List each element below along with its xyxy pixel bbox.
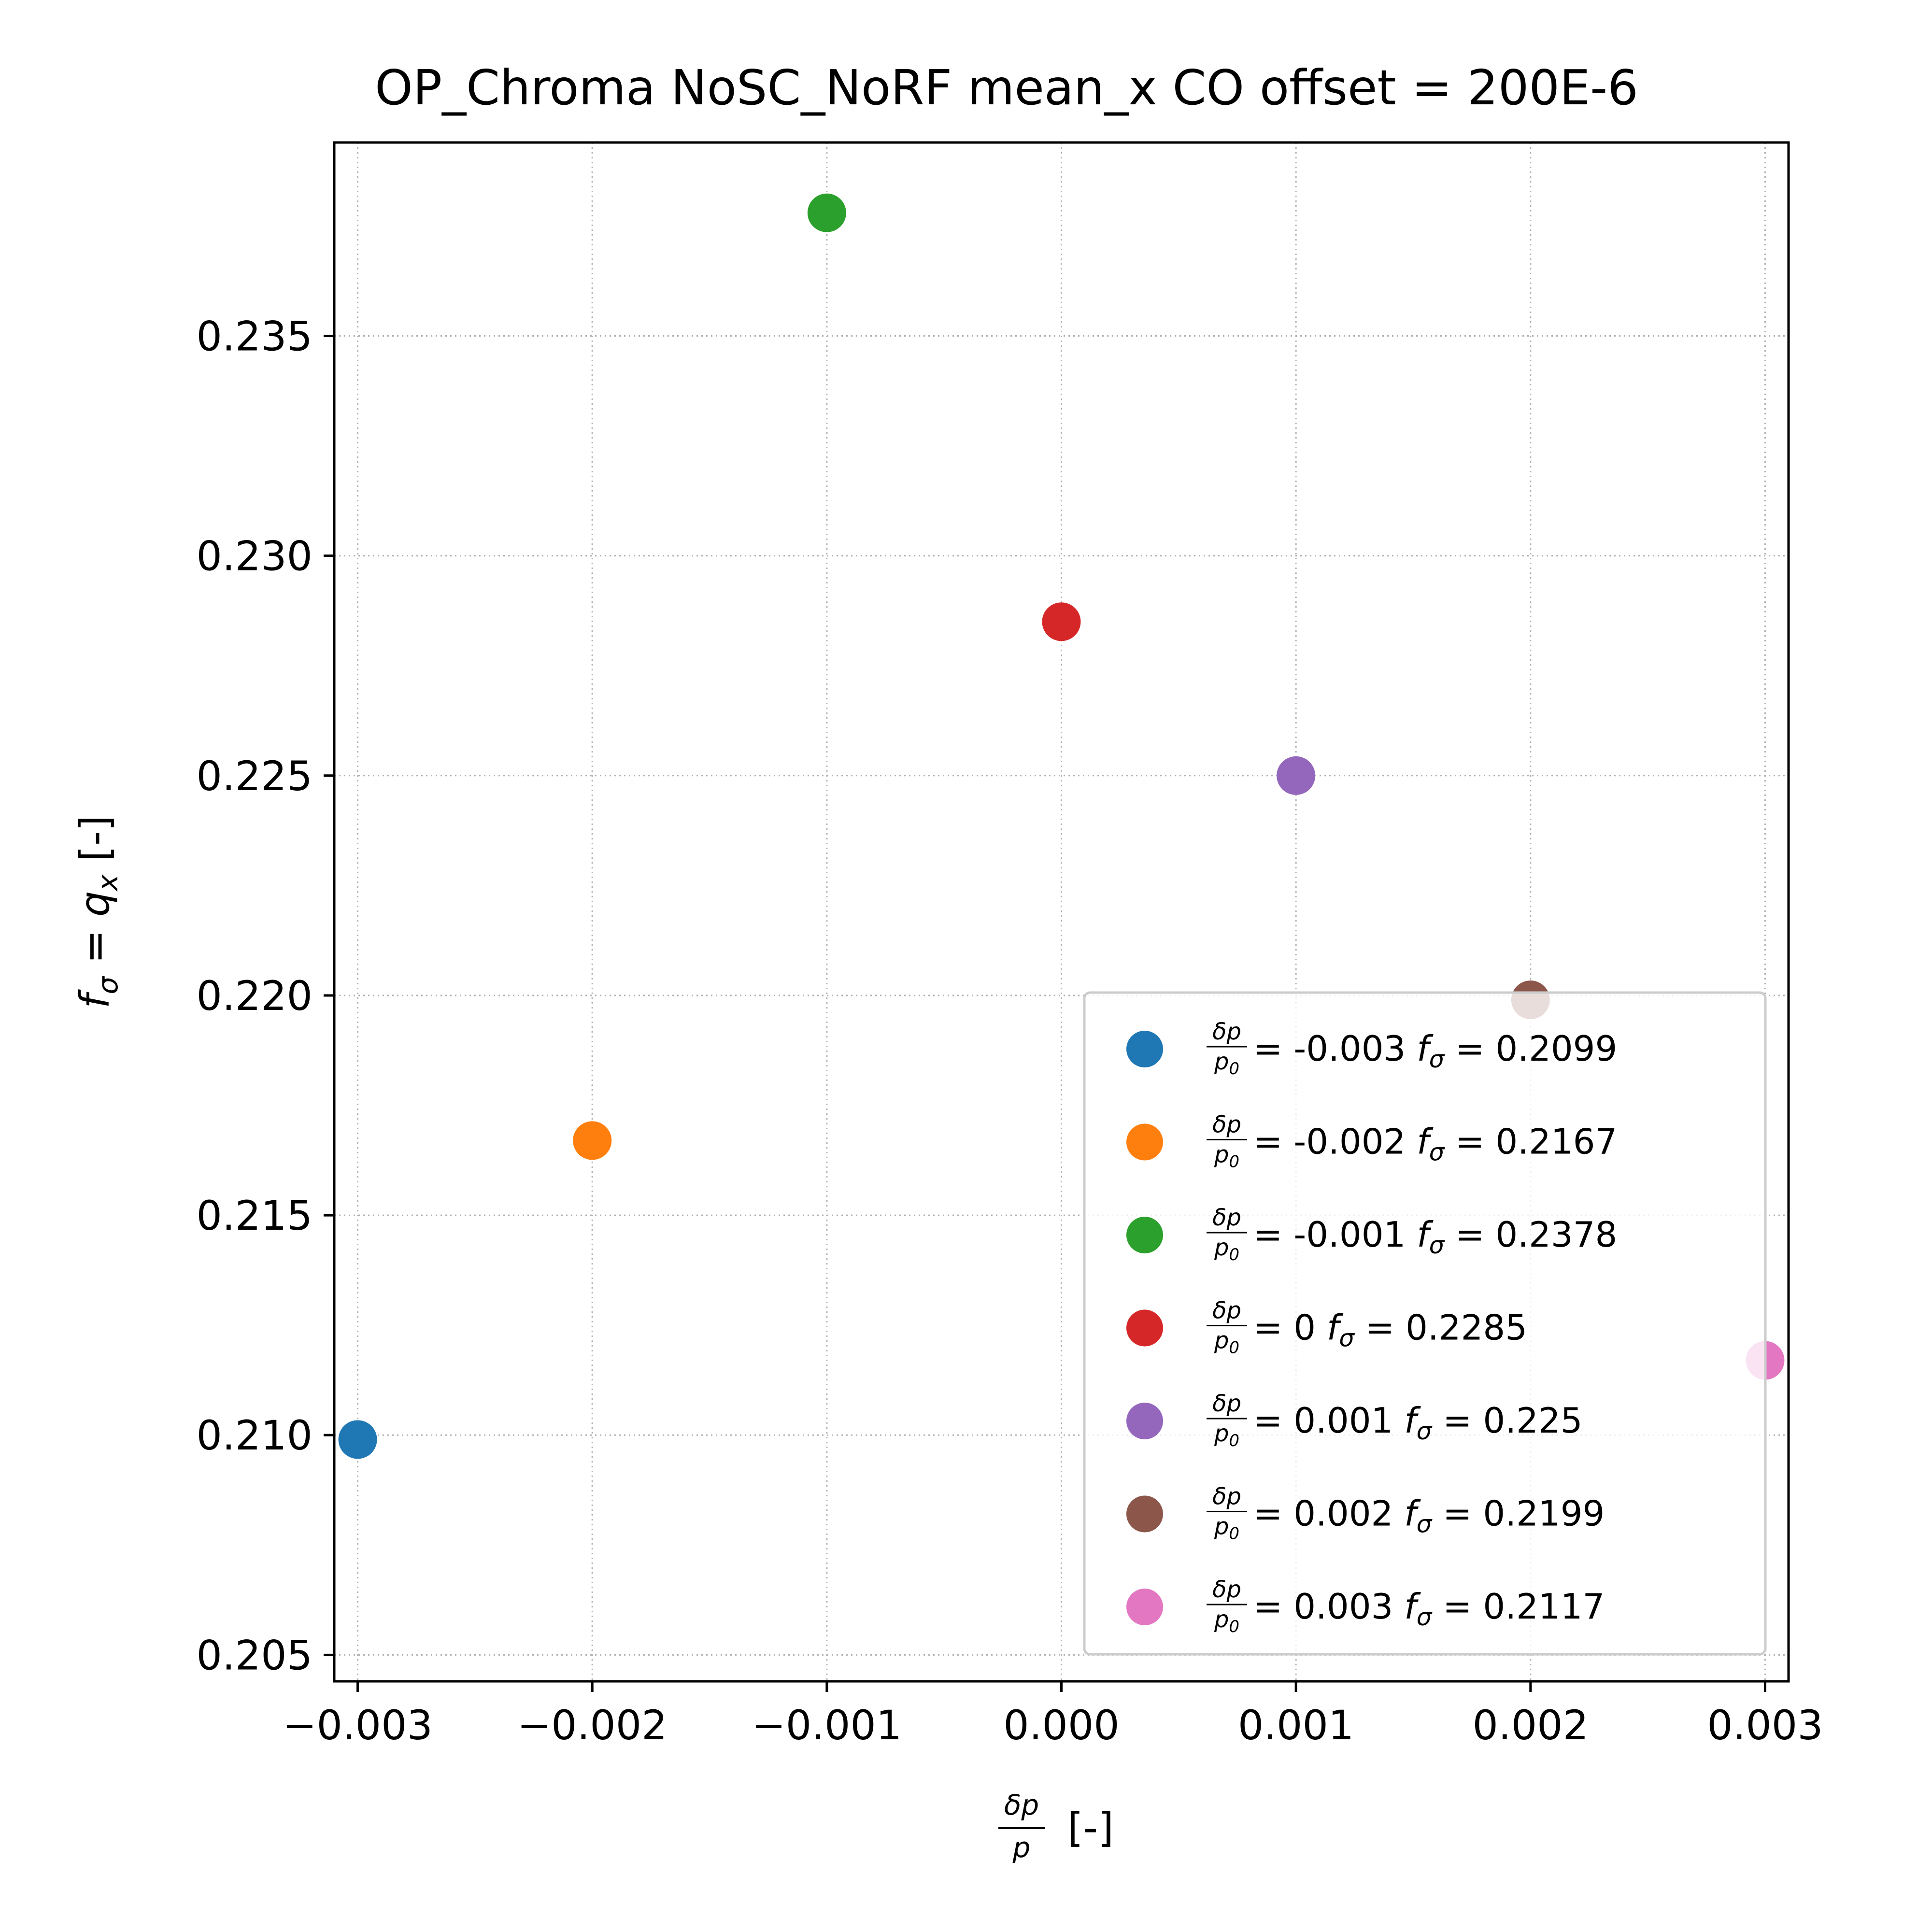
legend-label: = -0.003 fσ = 0.2099: [1253, 1028, 1617, 1073]
y-label-text: fσ = qx [-]: [71, 815, 124, 1009]
grid-layer: [334, 142, 1789, 1681]
x-tick-label: 0.003: [1707, 1702, 1823, 1749]
legend-label: = 0.003 fσ = 0.2117: [1253, 1586, 1605, 1631]
legend-item: δp p0 = 0.002 fσ = 0.2199: [1126, 1483, 1605, 1544]
legend-frac-denominator: p0: [1214, 1420, 1239, 1450]
y-axis-label: fσ = qx [-]: [71, 815, 124, 1009]
legend-item: δp p0 = -0.001 fσ = 0.2378: [1126, 1204, 1617, 1264]
scatter-point: [573, 1121, 612, 1160]
legend-marker: [1126, 1309, 1163, 1347]
legend-frac-numerator: δp: [1212, 1204, 1241, 1231]
legend-box: [1083, 991, 1767, 1656]
x-tick-label: −0.001: [752, 1702, 902, 1749]
y-tick-label: 0.205: [197, 1632, 313, 1679]
legend-frac-denominator: p0: [1214, 1234, 1239, 1264]
legend-marker: [1126, 1589, 1163, 1625]
legend-item: δp p0 = 0 fσ = 0.2285: [1126, 1297, 1527, 1358]
y-tick-label: 0.210: [197, 1412, 313, 1459]
scatter-point: [807, 193, 846, 232]
y-tick-label: 0.215: [197, 1192, 313, 1239]
legend-frac-numerator: δp: [1212, 1297, 1241, 1324]
legend-marker: [1126, 1123, 1163, 1161]
y-tick-label: 0.225: [197, 753, 313, 800]
legend: δp p0 = -0.003 fσ = 0.2099 δp p0 = -0.002 fσ …: [1083, 991, 1767, 1656]
legend-frac-denominator: p0: [1214, 1141, 1239, 1172]
x-tick-label: −0.003: [283, 1702, 433, 1749]
legend-marker: [1126, 1403, 1163, 1439]
scatter-point: [1042, 602, 1081, 641]
legend-label: = 0.002 fσ = 0.2199: [1253, 1493, 1605, 1538]
legend-item: δp p0 = -0.002 fσ = 0.2167: [1126, 1111, 1617, 1172]
x-label-numerator: δp: [1004, 1789, 1039, 1821]
x-label-denominator: p: [1012, 1831, 1031, 1864]
y-tick-label: 0.230: [197, 533, 313, 580]
legend-frac-denominator: p0: [1214, 1048, 1239, 1079]
legend-marker: [1126, 1495, 1163, 1533]
legend-marker: [1126, 1217, 1163, 1253]
y-tick-label: 0.235: [197, 313, 313, 360]
legend-frac-numerator: δp: [1212, 1576, 1241, 1603]
legend-item: δp p0 = -0.003 fσ = 0.2099: [1126, 1018, 1617, 1079]
legend-frac-numerator: δp: [1212, 1483, 1241, 1510]
legend-marker: [1126, 1031, 1163, 1067]
legend-item: δp p0 = 0.003 fσ = 0.2117: [1126, 1576, 1605, 1636]
x-tick-label: 0.000: [1003, 1702, 1119, 1749]
legend-label: = 0.001 fσ = 0.225: [1253, 1400, 1583, 1445]
x-tick-label: 0.001: [1238, 1702, 1354, 1749]
legend-item: δp p0 = 0.001 fσ = 0.225: [1126, 1390, 1583, 1450]
x-axis-label: δp p [-]: [998, 1789, 1114, 1864]
x-label-suffix: [-]: [1067, 1804, 1114, 1851]
y-tick-label: 0.220: [197, 972, 313, 1020]
legend-frac-denominator: p0: [1214, 1513, 1239, 1544]
legend-label: = 0 fσ = 0.2285: [1253, 1307, 1527, 1352]
x-tick-label: 0.002: [1473, 1702, 1589, 1749]
legend-label: = -0.002 fσ = 0.2167: [1253, 1122, 1617, 1166]
scatter-point: [1277, 756, 1316, 795]
legend-frac-numerator: δp: [1212, 1390, 1241, 1417]
scatter-point: [338, 1420, 377, 1459]
ticks-layer: −0.003 −0.002 −0.001 0.000 0.001 0.002 0.003 0.…: [197, 313, 1823, 1749]
x-tick-label: −0.002: [517, 1702, 668, 1749]
legend-frac-denominator: p0: [1214, 1606, 1239, 1636]
legend-label: = -0.001 fσ = 0.2378: [1253, 1214, 1617, 1259]
legend-frac-denominator: p0: [1214, 1327, 1239, 1358]
chart-title: OP_Chroma NoSC_NoRF mean_x CO offset = 2…: [375, 59, 1638, 116]
legend-frac-numerator: δp: [1212, 1111, 1241, 1138]
legend-frac-numerator: δp: [1212, 1018, 1241, 1045]
